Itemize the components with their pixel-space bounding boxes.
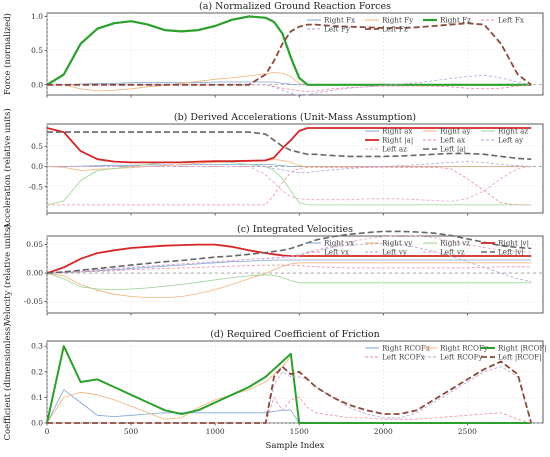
legend-label: Left vz — [440, 248, 465, 257]
y-tick-label: -0.05 — [24, 297, 43, 306]
legend-label: Left Fz — [382, 25, 408, 34]
legend-label: Right vy — [382, 239, 413, 248]
series-line-right-vy — [46, 262, 532, 299]
legend-label: Right az — [498, 127, 528, 136]
y-tick-label: 0.5 — [31, 142, 43, 151]
y-axis-label: Coefficient (dimensionless) — [2, 323, 13, 440]
y-axis-label: Force (normalized) — [2, 13, 13, 95]
x-tick-label: 500 — [124, 427, 139, 436]
series-line-right-ay — [46, 159, 532, 171]
series-line-right-a- — [46, 127, 532, 164]
series-line-left-rcofx — [47, 396, 532, 424]
x-tick-label: 2000 — [374, 427, 393, 436]
series-line-right-rcof- — [46, 345, 532, 424]
legend-label: Right Fy — [382, 16, 414, 25]
x-tick-label: 1500 — [290, 427, 309, 436]
legend-label: Left Fx — [498, 16, 524, 25]
legend-label: Right vz — [440, 239, 470, 248]
y-tick-label: 0.5 — [31, 46, 43, 55]
x-tick-label: 2500 — [458, 427, 477, 436]
series-line-right-vx — [46, 259, 532, 274]
legend-label: Right ax — [382, 127, 412, 136]
y-axis-label: Velocity (relative units) — [2, 224, 13, 325]
series-line-right-az — [46, 161, 532, 206]
y-tick-label: 0.0 — [31, 419, 43, 428]
legend-label: Left |a| — [440, 145, 466, 154]
series-line-left-vz — [46, 234, 532, 274]
y-axis-label: Acceleration (relative units) — [2, 108, 13, 230]
legend-label: Left RCOFx — [382, 353, 425, 362]
y-tick-label: 1.0 — [31, 12, 43, 21]
legend-label: Right |RCOF| — [498, 344, 547, 353]
series-line-left-fy — [47, 74, 532, 97]
y-tick-label: 0.3 — [31, 342, 43, 351]
legend-label: Right |a| — [382, 136, 413, 145]
legend-label: Left |v| — [498, 248, 524, 257]
y-tick-label: 0.0 — [31, 80, 43, 89]
series-line-right-v- — [46, 243, 532, 274]
legend-label: Left ay — [498, 136, 524, 145]
legend-label: Left Fy — [324, 25, 351, 34]
y-tick-label: 0.0 — [31, 162, 43, 171]
panel-title: (d) Required Coefficient of Friction — [210, 329, 380, 340]
legend-label: Right RCOFy — [440, 344, 489, 353]
y-tick-label: -0.5 — [29, 182, 44, 191]
y-tick-label: 0.00 — [26, 269, 43, 278]
series-line-left-rcof- — [47, 360, 533, 424]
series-line-left-v- — [46, 230, 532, 274]
panel-title: (b) Derived Accelerations (Unit-Mass Ass… — [174, 112, 416, 123]
legend-label: Left |RCOF| — [498, 353, 542, 362]
panel-title: (c) Integrated Velocities — [237, 224, 353, 235]
series-line-left-fz — [47, 22, 532, 86]
series-line-left-vy — [46, 242, 532, 282]
plot-frame-0 — [46, 12, 544, 96]
legend-label: Right Fz — [440, 16, 471, 25]
x-tick-label: 1000 — [206, 427, 225, 436]
series-line-right-vz — [46, 272, 532, 291]
y-tick-label: 0.1 — [31, 393, 43, 402]
panel-title: (a) Normalized Ground Reaction Forces — [199, 1, 391, 12]
legend-label: Left vx — [324, 248, 349, 257]
series-line-left-a- — [47, 131, 532, 160]
y-tick-label: 0.2 — [31, 367, 43, 376]
x-tick-label: 0 — [45, 427, 50, 436]
y-tick-label: 0.05 — [26, 240, 43, 249]
legend-label: Right |v| — [498, 239, 529, 248]
legend-label: Right Fx — [324, 16, 355, 25]
series-line-right-fz — [46, 15, 532, 86]
x-axis-label: Sample Index — [266, 441, 325, 451]
legend-label: Right ay — [440, 127, 471, 136]
legend-label: Left az — [382, 145, 407, 154]
legend-label: Left vy — [382, 248, 408, 257]
legend-label: Right RCOFx — [382, 344, 430, 353]
legend-label: Right vx — [324, 239, 354, 248]
legend-label: Left ax — [440, 136, 465, 145]
legend-label: Left RCOFy — [440, 353, 484, 362]
